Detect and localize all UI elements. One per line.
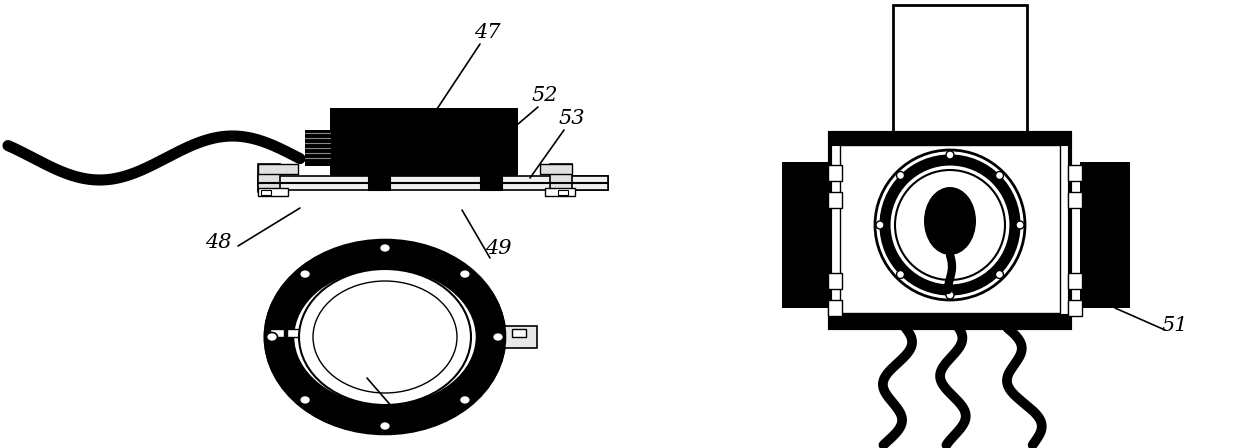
- Bar: [480, 162, 502, 190]
- Bar: [258, 164, 280, 192]
- Bar: [558, 190, 568, 195]
- Ellipse shape: [312, 281, 458, 393]
- Text: 47: 47: [474, 22, 500, 42]
- Bar: [839, 145, 1060, 313]
- Ellipse shape: [459, 396, 470, 405]
- Bar: [570, 176, 608, 190]
- Ellipse shape: [459, 270, 470, 279]
- Ellipse shape: [946, 291, 954, 299]
- Ellipse shape: [996, 172, 1003, 180]
- Ellipse shape: [492, 332, 503, 341]
- Bar: [480, 162, 502, 190]
- Ellipse shape: [267, 332, 278, 341]
- Ellipse shape: [299, 269, 471, 405]
- Ellipse shape: [924, 187, 976, 255]
- Ellipse shape: [875, 150, 1025, 300]
- Ellipse shape: [895, 170, 1004, 280]
- Bar: [258, 164, 298, 174]
- Text: 51: 51: [1162, 315, 1188, 335]
- Bar: [551, 164, 572, 192]
- Ellipse shape: [379, 422, 391, 431]
- Bar: [828, 273, 842, 289]
- Bar: [1068, 273, 1083, 289]
- Bar: [830, 133, 1070, 145]
- Bar: [828, 192, 842, 208]
- Ellipse shape: [300, 396, 310, 405]
- Text: 48: 48: [205, 233, 231, 251]
- Bar: [330, 108, 518, 176]
- Ellipse shape: [379, 244, 391, 253]
- Text: 52: 52: [532, 86, 558, 104]
- Text: 49: 49: [485, 238, 511, 258]
- Bar: [368, 162, 391, 190]
- Ellipse shape: [875, 221, 884, 229]
- Bar: [258, 176, 608, 190]
- Ellipse shape: [885, 160, 1016, 290]
- Bar: [1068, 192, 1083, 208]
- Bar: [1068, 165, 1083, 181]
- Bar: [830, 315, 1070, 328]
- Ellipse shape: [1016, 221, 1024, 229]
- Ellipse shape: [946, 151, 954, 159]
- Bar: [368, 162, 391, 190]
- Ellipse shape: [897, 271, 904, 279]
- Bar: [260, 190, 272, 195]
- Bar: [1068, 300, 1083, 316]
- Bar: [512, 329, 526, 337]
- Text: 53: 53: [559, 108, 585, 128]
- Bar: [1080, 162, 1130, 308]
- Bar: [782, 162, 832, 308]
- Bar: [286, 329, 301, 337]
- Bar: [539, 164, 572, 174]
- Bar: [828, 300, 842, 316]
- Bar: [268, 326, 317, 348]
- Text: 50: 50: [387, 409, 413, 427]
- Ellipse shape: [897, 172, 904, 180]
- Ellipse shape: [265, 242, 505, 432]
- Bar: [830, 133, 1070, 328]
- Bar: [258, 188, 288, 196]
- Bar: [546, 188, 575, 196]
- Bar: [492, 326, 537, 348]
- Bar: [305, 130, 334, 166]
- Ellipse shape: [996, 271, 1003, 279]
- Ellipse shape: [300, 270, 310, 279]
- Bar: [893, 5, 1027, 135]
- Ellipse shape: [279, 254, 491, 420]
- Bar: [828, 165, 842, 181]
- Bar: [270, 329, 284, 337]
